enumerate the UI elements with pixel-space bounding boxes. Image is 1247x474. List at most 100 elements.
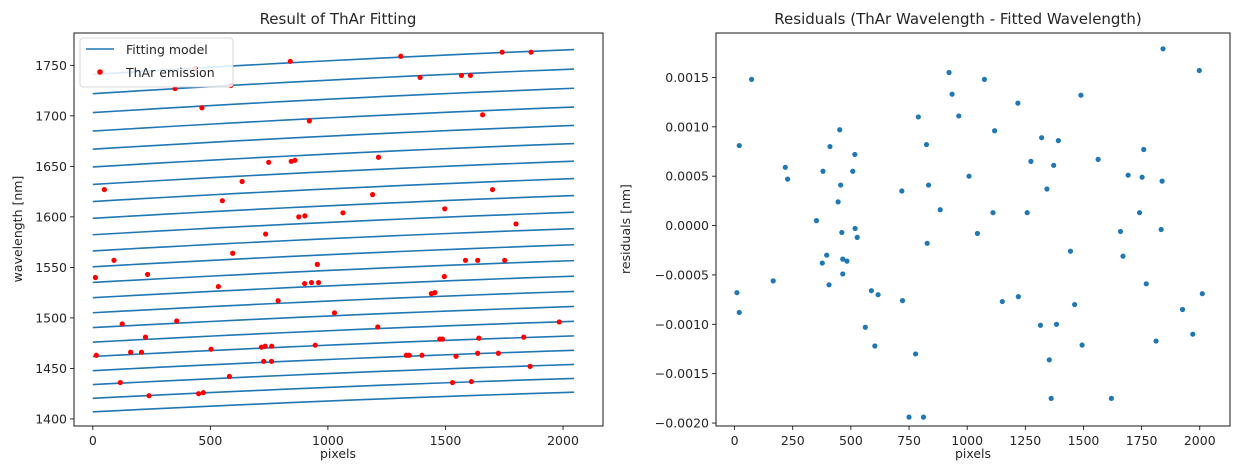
residual-point <box>924 240 930 246</box>
x-tick-label: 750 <box>897 433 921 448</box>
residual-point <box>915 114 921 120</box>
thar-emission-point <box>138 349 145 355</box>
thar-emission-point <box>458 72 465 79</box>
fitting-model-line-order-3 <box>92 363 575 386</box>
y-tick-label: 1550 <box>35 260 67 275</box>
y-tick-label: 0.0015 <box>665 70 709 85</box>
residual-point <box>1048 395 1054 401</box>
fitting-model-line-order-19 <box>92 106 575 132</box>
fitting-model-line-order-5 <box>92 335 575 358</box>
residual-point <box>1015 100 1021 106</box>
thar-emission-point <box>208 346 214 352</box>
residual-point <box>770 278 776 284</box>
residual-point <box>854 234 860 240</box>
residual-point <box>872 343 878 349</box>
residual-point <box>1117 228 1124 235</box>
residual-point <box>1108 395 1114 401</box>
residual-point <box>1136 210 1143 216</box>
residuals-chart: Residuals (ThAr Wavelength - Fitted Wave… <box>618 10 1231 461</box>
thar-emission-point <box>93 352 99 358</box>
thar-emission-point <box>527 363 533 369</box>
thar-emission-point <box>453 353 459 359</box>
thar-emission-point <box>499 49 505 55</box>
thar-emission-point <box>462 257 469 263</box>
thar-emission-point <box>495 350 501 356</box>
thar-emission-point <box>219 198 225 204</box>
x-tick-label: 500 <box>198 433 222 448</box>
residual-point <box>1046 357 1052 363</box>
residual-point <box>1028 158 1034 164</box>
thar-emission-point <box>441 273 447 280</box>
residual-point <box>838 182 844 188</box>
residual-point <box>868 288 874 294</box>
thar-emission-point <box>262 343 268 349</box>
fitting-chart-plot-area <box>92 48 575 413</box>
thar-emission-point <box>467 72 473 79</box>
y-tick-label: 1400 <box>35 411 67 426</box>
fitting-model-line-order-12 <box>92 227 575 252</box>
residual-point <box>1159 178 1165 184</box>
residual-point <box>1158 226 1164 233</box>
residual-point <box>1153 338 1159 344</box>
residual-point <box>1039 135 1045 141</box>
thar-emission-point <box>268 358 275 364</box>
thar-emission-point <box>92 274 98 281</box>
residual-point <box>1024 210 1030 216</box>
residual-point <box>819 260 825 266</box>
y-tick-label: 1700 <box>35 108 67 123</box>
thar-emission-point <box>296 214 302 220</box>
y-tick-label: 0.0010 <box>665 119 709 134</box>
thar-emission-point <box>269 343 275 349</box>
y-tick-label: 1750 <box>35 58 67 73</box>
residual-point <box>899 188 905 194</box>
x-tick-label: 2000 <box>1184 433 1216 448</box>
residuals-chart-ylabel: residuals [nm] <box>618 184 633 274</box>
thar-emission-point <box>302 280 308 287</box>
residual-point <box>1067 248 1074 254</box>
residual-point <box>1143 281 1149 287</box>
residual-point <box>992 128 998 134</box>
x-tick-label: 1500 <box>430 433 462 448</box>
thar-emission-point <box>449 379 456 386</box>
residual-point <box>1037 322 1044 328</box>
residual-point <box>748 76 755 83</box>
thar-emission-point <box>306 118 312 124</box>
fitting-chart-legend: Fitting model ThAr emission <box>79 37 234 88</box>
thar-emission-point <box>556 319 562 325</box>
x-tick-label: 1000 <box>312 433 344 448</box>
thar-emission-point <box>480 112 486 118</box>
thar-emission-point <box>146 393 152 399</box>
residual-point <box>840 271 846 277</box>
thar-emission-point <box>215 283 221 290</box>
residual-point <box>1141 146 1147 153</box>
fitting-chart-ylabel: wavelength [nm] <box>10 176 25 283</box>
legend-box <box>79 37 234 88</box>
x-tick-label: 1000 <box>951 433 983 448</box>
x-tick-label: 2000 <box>547 433 579 448</box>
residual-point <box>839 229 845 236</box>
thar-emission-point <box>340 210 346 216</box>
residual-point <box>785 176 791 182</box>
residual-point <box>1072 301 1078 308</box>
fitting-model-line-order-20 <box>92 87 575 114</box>
residual-point <box>1125 172 1131 178</box>
thar-emission-point <box>432 290 438 296</box>
residual-point <box>912 351 919 357</box>
fitting-model-line-order-17 <box>92 142 575 168</box>
thar-emission-point <box>375 154 382 160</box>
thar-emission-point <box>314 261 320 267</box>
legend-model-label: Fitting model <box>126 42 208 57</box>
residual-point <box>734 290 740 296</box>
y-tick-label: 0.0005 <box>665 169 709 184</box>
residual-point <box>826 282 832 288</box>
y-tick-label: 1650 <box>35 159 67 174</box>
residuals-chart-frame <box>715 32 1231 427</box>
fitting-chart-title: Result of ThAr Fitting <box>260 10 417 28</box>
residual-point <box>1139 174 1145 180</box>
thar-emission-point <box>302 213 308 219</box>
thar-emission-point <box>196 391 202 397</box>
residual-point <box>840 256 846 262</box>
residual-point <box>852 151 858 158</box>
residual-point <box>736 142 742 149</box>
residual-point <box>923 141 930 148</box>
